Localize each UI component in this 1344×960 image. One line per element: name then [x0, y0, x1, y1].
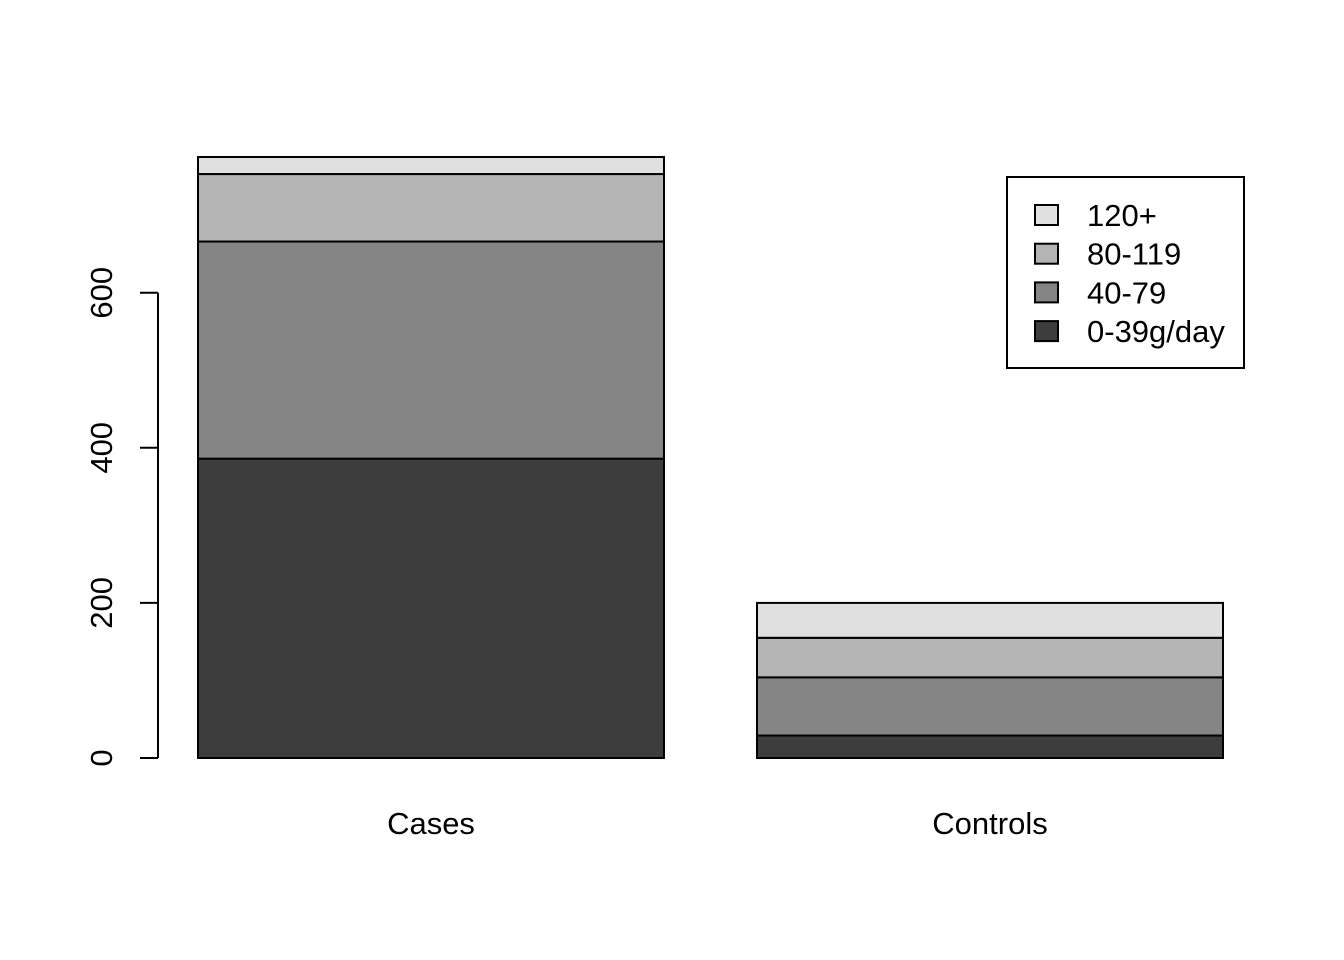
legend-label: 120+	[1087, 198, 1157, 233]
bar-controls-40-79	[756, 676, 1224, 737]
bar-cases-0-39g-day	[197, 457, 665, 759]
bar-controls-80-119	[756, 636, 1224, 679]
x-category-label: Controls	[932, 806, 1047, 841]
legend-swatch	[1034, 281, 1059, 304]
bar-controls-120	[756, 601, 1224, 639]
y-tick-label: 0	[84, 749, 119, 766]
y-tick-label: 600	[84, 267, 119, 319]
legend-label: 40-79	[1087, 275, 1166, 310]
x-category-label: Cases	[387, 806, 475, 841]
y-axis: 0 200 400 600	[84, 267, 159, 767]
legend-swatch	[1034, 320, 1059, 343]
y-tick-label: 400	[84, 422, 119, 474]
bars-layer	[197, 155, 1224, 759]
legend-label: 0-39g/day	[1087, 314, 1225, 349]
bar-cases-120	[197, 155, 665, 176]
x-axis-labels: Cases Controls	[387, 806, 1048, 841]
legend-label: 80-119	[1087, 237, 1181, 272]
bar-cases-40-79	[197, 240, 665, 460]
bar-controls-0-39g-day	[756, 734, 1224, 759]
legend-swatch	[1034, 242, 1059, 265]
bar-cases-80-119	[197, 173, 665, 243]
legend-swatch	[1034, 204, 1059, 226]
y-tick-label: 200	[84, 577, 119, 629]
